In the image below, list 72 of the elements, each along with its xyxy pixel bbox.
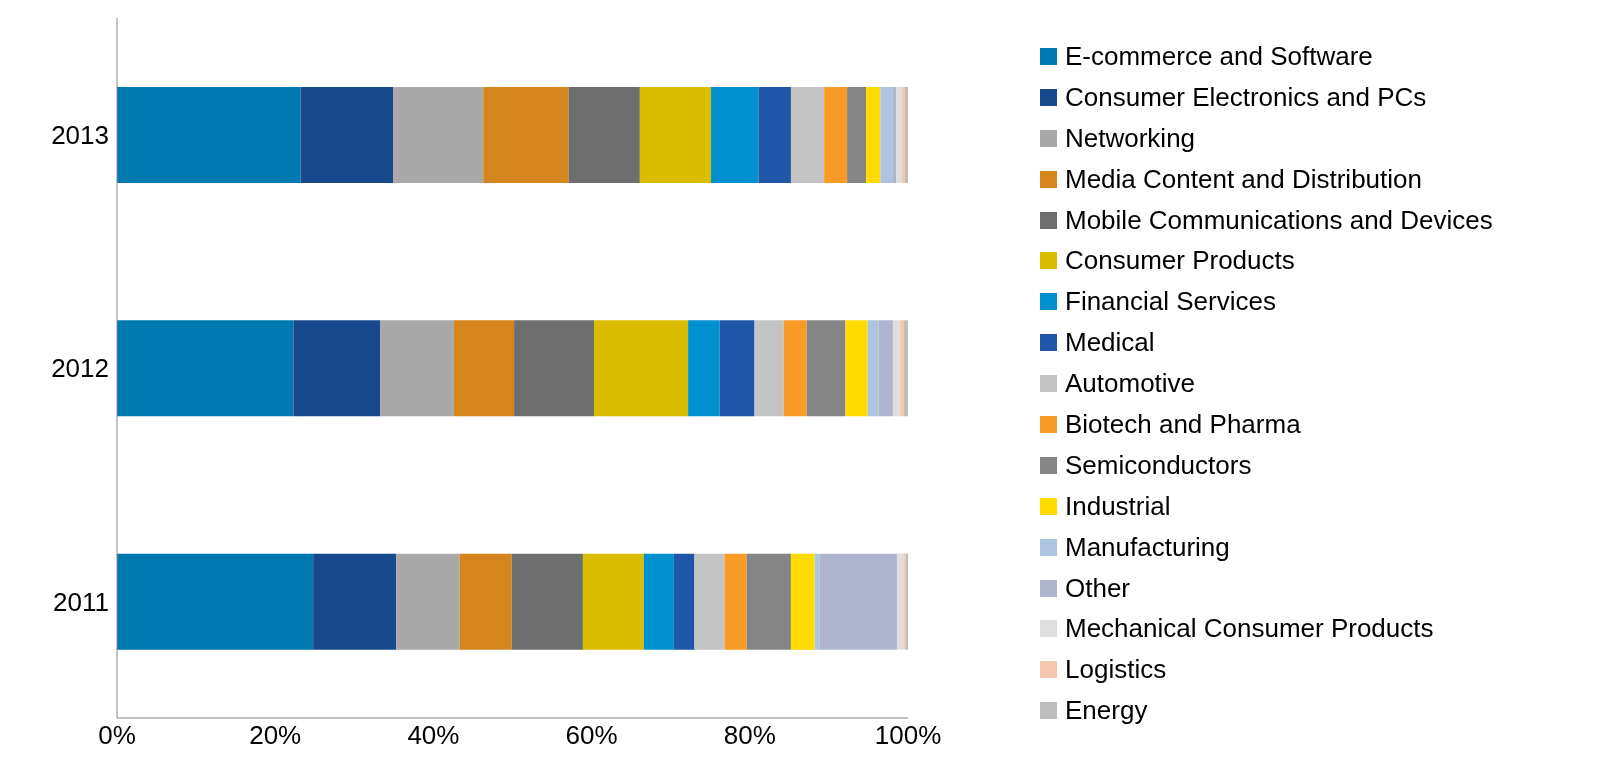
y-tick-label: 2013 xyxy=(51,119,109,150)
bar xyxy=(866,87,881,183)
bar xyxy=(754,320,784,417)
bar xyxy=(867,320,879,417)
x-tick-label: 20% xyxy=(249,720,302,751)
bar xyxy=(746,553,791,650)
bar xyxy=(758,87,791,183)
legend-label: E-commerce and Software xyxy=(1065,40,1373,72)
bar xyxy=(483,87,569,183)
bar xyxy=(724,553,747,650)
bar xyxy=(396,553,460,650)
bar xyxy=(783,320,807,417)
legend-label: Industrial xyxy=(1065,490,1171,522)
bar xyxy=(511,553,583,650)
bar xyxy=(643,553,674,650)
x-tick-label: 0% xyxy=(98,720,136,751)
bar xyxy=(892,87,897,183)
x-tick-label: 40% xyxy=(407,720,460,751)
bar xyxy=(514,320,594,417)
x-tick-label: 80% xyxy=(723,720,776,751)
bar xyxy=(459,553,512,650)
legend-label: Medical xyxy=(1065,327,1155,359)
legend-label: Logistics xyxy=(1065,654,1167,686)
bar xyxy=(117,320,294,417)
legend-label: Consumer Electronics and PCs xyxy=(1065,81,1427,113)
bar xyxy=(117,553,314,650)
bar xyxy=(904,320,908,417)
bar xyxy=(568,87,640,183)
legend-label: Semiconductors xyxy=(1065,449,1252,481)
legend-label: Mechanical Consumer Products xyxy=(1065,613,1434,645)
bar xyxy=(673,553,695,650)
bar xyxy=(300,87,394,183)
legend-label: Media Content and Distribution xyxy=(1065,163,1422,195)
bar xyxy=(719,320,755,417)
legend-label: Other xyxy=(1065,572,1131,604)
bar xyxy=(380,320,454,417)
legend-label: Energy xyxy=(1065,695,1148,727)
bar xyxy=(117,87,301,183)
y-tick-label: 2011 xyxy=(53,586,109,617)
bar xyxy=(393,87,484,183)
bar xyxy=(582,553,644,650)
bar xyxy=(593,320,689,417)
bar xyxy=(453,320,515,417)
legend-label: Biotech and Pharma xyxy=(1065,408,1301,440)
bar xyxy=(806,320,846,417)
legend-label: Networking xyxy=(1065,122,1196,154)
legend-label: Mobile Communications and Devices xyxy=(1065,204,1493,236)
bar xyxy=(313,553,397,650)
bar xyxy=(790,553,815,650)
bar xyxy=(790,87,825,183)
bar xyxy=(900,320,905,417)
bar xyxy=(293,320,381,417)
bar xyxy=(892,320,901,417)
bar xyxy=(711,87,759,183)
bar xyxy=(896,87,902,183)
legend-label: Automotive xyxy=(1065,368,1196,400)
bar xyxy=(639,87,712,183)
bar xyxy=(819,553,897,650)
legend-label: Consumer Products xyxy=(1065,245,1295,277)
x-tick-label: 60% xyxy=(565,720,618,751)
bar xyxy=(896,553,904,650)
bar xyxy=(694,553,725,650)
bar xyxy=(878,320,893,417)
bar xyxy=(824,87,848,183)
bar xyxy=(847,87,867,183)
y-tick-label: 2012 xyxy=(51,353,109,384)
legend-label: Manufacturing xyxy=(1065,531,1230,563)
bar xyxy=(688,320,720,417)
legend-label: Financial Services xyxy=(1065,286,1276,318)
x-tick-label: 100% xyxy=(874,720,942,751)
bar xyxy=(845,320,868,417)
bar xyxy=(880,87,893,183)
